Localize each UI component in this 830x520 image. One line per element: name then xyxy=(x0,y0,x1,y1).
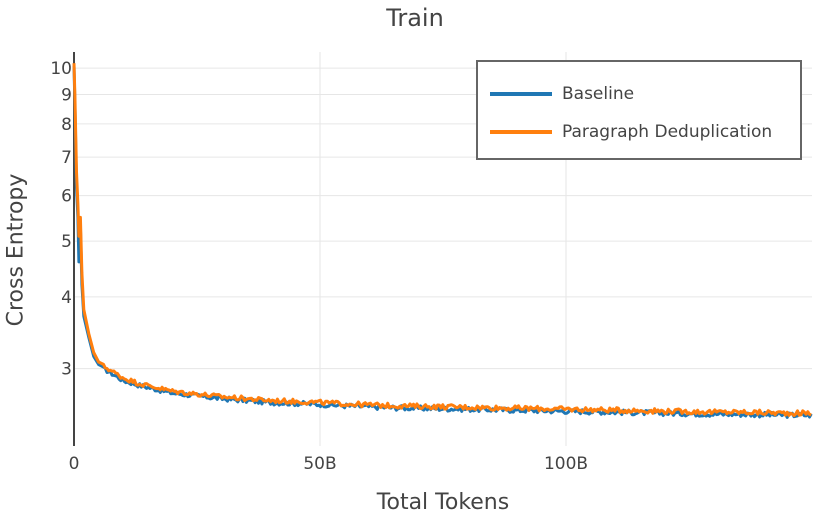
y-tick-label: 4 xyxy=(61,288,72,308)
y-tick-label: 3 xyxy=(61,360,72,380)
legend-item-paragraph-deduplication[interactable]: Paragraph Deduplication xyxy=(490,120,772,144)
y-tick-label: 7 xyxy=(61,148,72,168)
tick-labels: 3 4 5 6 7 8 9 10 0 50B 100B xyxy=(50,59,588,474)
y-tick-label: 8 xyxy=(61,115,72,135)
series-lines xyxy=(72,63,813,419)
x-axis-label: Total Tokens xyxy=(376,490,510,515)
x-tick-label: 50B xyxy=(303,454,336,474)
x-tick-label: 0 xyxy=(69,454,80,474)
x-tick-label: 100B xyxy=(544,454,588,474)
y-tick-label: 10 xyxy=(50,59,72,79)
y-tick-label: 6 xyxy=(61,187,72,207)
y-tick-label: 9 xyxy=(61,85,72,105)
legend-item-baseline[interactable]: Baseline xyxy=(490,82,634,106)
y-tick-label: 5 xyxy=(61,232,72,252)
legend-label-baseline: Baseline xyxy=(562,84,635,104)
legend-swatch-paragraph-deduplication xyxy=(490,130,552,134)
series-line-paragraph-deduplication xyxy=(72,63,812,418)
y-axis-label: Cross Entropy xyxy=(3,173,29,327)
legend: Baseline Paragraph Deduplication xyxy=(476,60,802,160)
legend-swatch-baseline xyxy=(490,92,552,96)
legend-label-paragraph-deduplication: Paragraph Deduplication xyxy=(562,122,773,142)
chart-title: Train xyxy=(386,4,444,32)
